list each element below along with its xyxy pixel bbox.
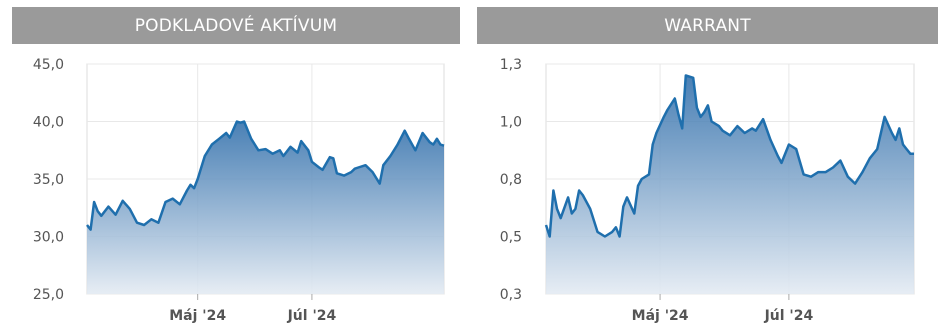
y-tick-label: 0,3 (500, 287, 522, 303)
series-line (86, 120, 445, 231)
underlying-asset-panel: PODKLADOVÉ AKTÍVUM 25,0 30,0 35,0 40,0 45,0 M… (0, 0, 462, 327)
y-tick-label: 45,0 (33, 57, 64, 73)
x-tick-label: Máj '24 (169, 308, 226, 324)
y-tick-label: 30,0 (33, 230, 64, 246)
x-tick-label: Júl '24 (764, 308, 814, 324)
underlying-asset-chart: 25,0 30,0 35,0 40,0 45,0 Máj '24 Júl '24 (33, 57, 445, 324)
series-area (546, 75, 914, 294)
underlying-asset-header: PODKLADOVÉ AKTÍVUM (12, 7, 460, 44)
x-tick-label: Máj '24 (632, 308, 689, 324)
warrant-panel: WARRANT 0,3 0,5 0,8 1,0 1,3 Máj '24 Júl '24 (465, 0, 938, 327)
series-area (87, 121, 444, 294)
y-tick-label: 0,8 (500, 172, 522, 188)
warrant-header: WARRANT (477, 7, 938, 44)
x-tick-label: Júl '24 (287, 308, 337, 324)
y-tick-label: 35,0 (33, 172, 64, 188)
series-line (544, 74, 914, 238)
warrant-chart: 0,3 0,5 0,8 1,0 1,3 Máj '24 Júl '24 (500, 57, 915, 324)
y-tick-label: 0,5 (500, 230, 522, 246)
y-tick-label: 40,0 (33, 115, 64, 131)
y-tick-label: 25,0 (33, 287, 64, 303)
y-tick-label: 1,0 (500, 115, 522, 131)
y-tick-label: 1,3 (500, 57, 522, 73)
